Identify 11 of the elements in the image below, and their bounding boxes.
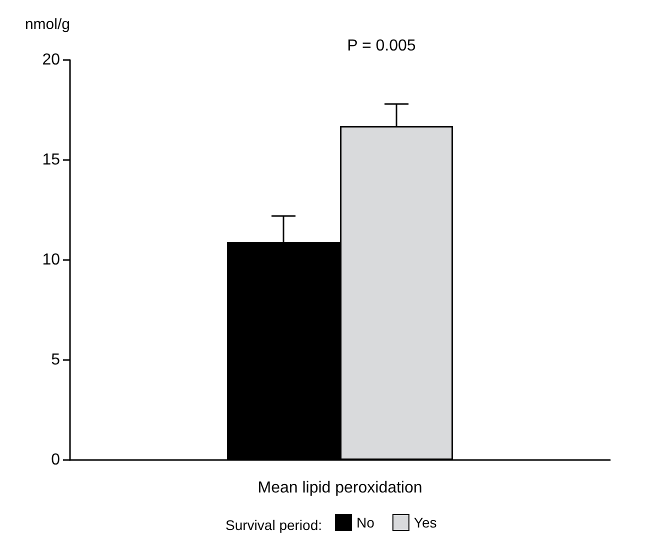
x-axis-title: Mean lipid peroxidation [258, 480, 422, 496]
y-tick-label: 15 [42, 152, 60, 168]
y-axis-title: nmol/g [24, 16, 70, 33]
legend-title: Survival period: [226, 517, 322, 533]
legend-label: No [356, 514, 375, 530]
y-tick-label: 0 [51, 452, 60, 468]
y-tick-label: 10 [42, 252, 60, 268]
legend-label: Yes [414, 514, 437, 530]
y-tick-label: 20 [42, 52, 60, 68]
text: P = 0.005 [347, 38, 416, 54]
y-tick-label: 5 [51, 352, 60, 368]
